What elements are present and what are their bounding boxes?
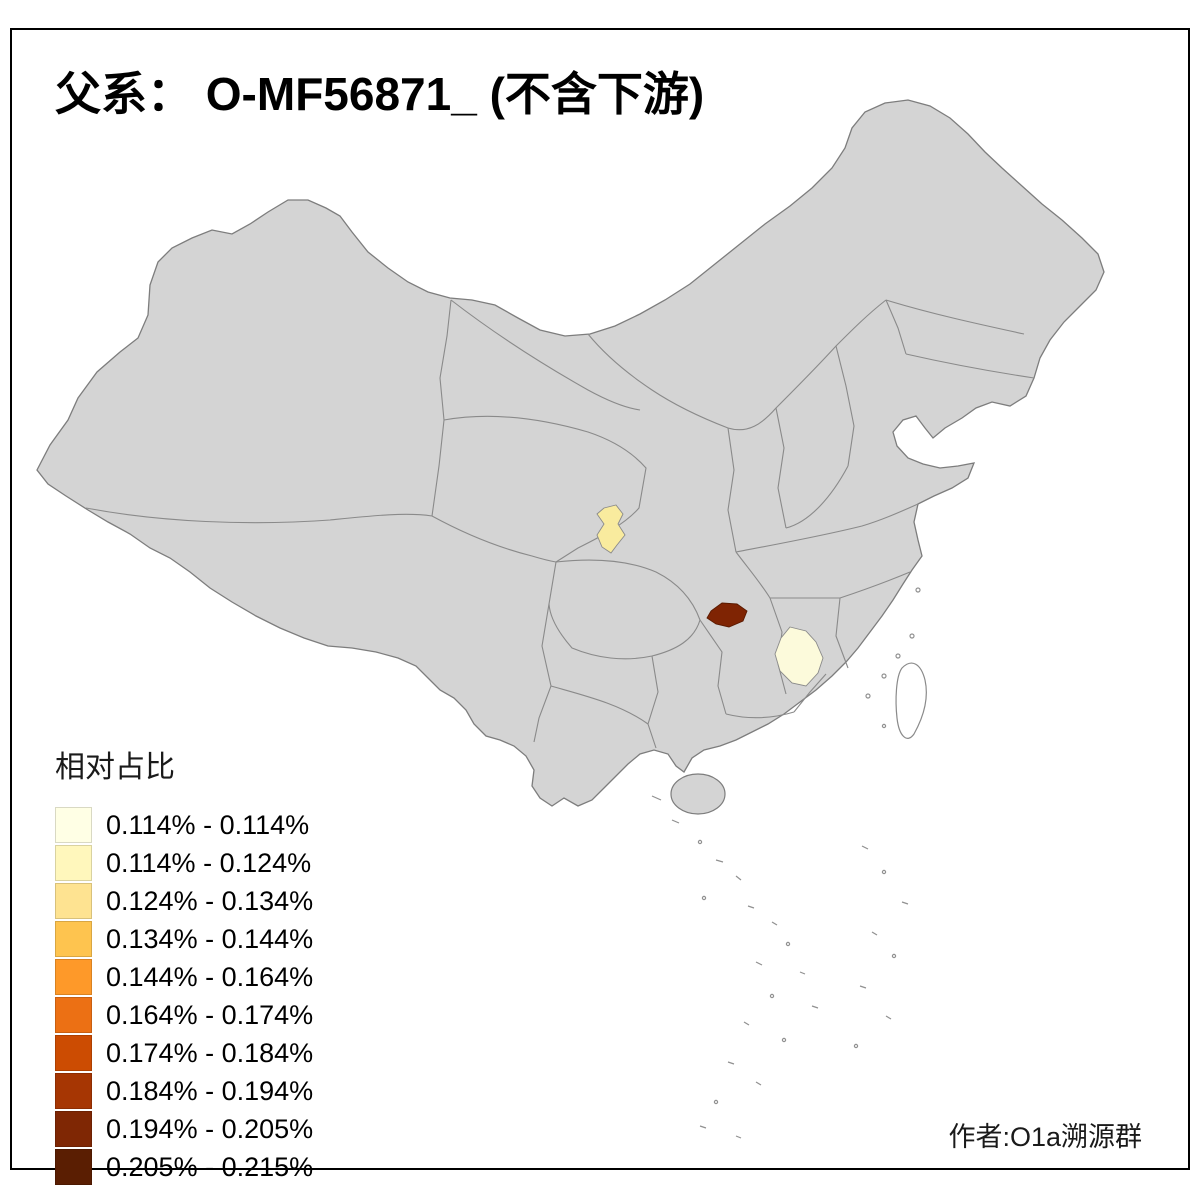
legend-title: 相对占比 xyxy=(55,751,175,784)
legend-label: 0.184% - 0.194% xyxy=(106,1075,314,1106)
legend-row: 0.174% - 0.184% xyxy=(55,1034,313,1072)
legend-row: 0.134% - 0.144% xyxy=(55,920,313,958)
legend-label: 0.124% - 0.134% xyxy=(106,885,314,916)
taiwan-island xyxy=(895,662,927,739)
south-china-sea-islands xyxy=(651,795,909,1139)
province-borders xyxy=(85,299,1035,749)
legend-row: 0.124% - 0.134% xyxy=(55,882,313,920)
legend-row: 0.184% - 0.194% xyxy=(55,1072,313,1110)
legend-row: 0.194% - 0.205% xyxy=(55,1110,313,1148)
figure-title: 父系： O-MF56871_ (不含下游) xyxy=(55,68,705,120)
legend-swatch xyxy=(55,959,92,995)
legend-label: 0.114% - 0.124% xyxy=(106,847,312,878)
legend-label: 0.134% - 0.144% xyxy=(106,923,314,954)
legend-swatch xyxy=(55,1149,92,1185)
legend-row: 0.144% - 0.164% xyxy=(55,958,313,996)
legend-row: 0.164% - 0.174% xyxy=(55,996,313,1034)
china-mainland-shape xyxy=(36,99,1105,807)
highlight-region-yellow xyxy=(596,504,626,554)
highlight-region-pale xyxy=(774,626,824,687)
legend-swatch xyxy=(55,845,92,881)
author-credit: 作者:O1a溯源群 xyxy=(948,1122,1142,1152)
legend-row: 0.114% - 0.114% xyxy=(55,806,313,844)
legend-label: 0.164% - 0.174% xyxy=(106,999,314,1030)
legend-swatch xyxy=(55,1035,92,1071)
highlight-region-dark xyxy=(706,602,748,628)
legend-row: 0.114% - 0.124% xyxy=(55,844,313,882)
coastal-islands xyxy=(865,587,921,729)
legend-label: 0.194% - 0.205% xyxy=(106,1113,314,1144)
legend-swatch xyxy=(55,883,92,919)
legend-swatch xyxy=(55,1073,92,1109)
legend: 相对占比 0.114% - 0.114% 0.114% - 0.124% 0.124… xyxy=(55,742,313,1186)
legend-items: 0.114% - 0.114% 0.114% - 0.124% 0.124% - 0… xyxy=(55,806,313,1186)
legend-swatch xyxy=(55,921,92,957)
legend-label: 0.144% - 0.164% xyxy=(106,961,314,992)
legend-label: 0.205% - 0.215% xyxy=(106,1151,314,1182)
hainan-island xyxy=(670,773,726,815)
legend-label: 0.174% - 0.184% xyxy=(106,1037,314,1068)
legend-swatch xyxy=(55,807,92,843)
legend-label: 0.114% - 0.114% xyxy=(106,809,310,840)
legend-swatch xyxy=(55,997,92,1033)
legend-row: 0.205% - 0.215% xyxy=(55,1148,313,1186)
legend-swatch xyxy=(55,1111,92,1147)
